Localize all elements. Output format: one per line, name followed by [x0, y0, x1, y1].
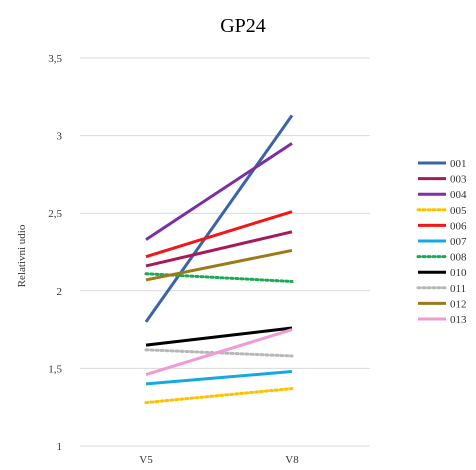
legend-label: 003 — [450, 174, 467, 186]
series-line-005 — [144, 387, 294, 405]
legend-item-004: 004 — [418, 189, 467, 201]
legend-label: 006 — [450, 220, 467, 232]
legend-label: 007 — [450, 236, 467, 248]
series-line-006 — [145, 210, 293, 259]
series-line-012 — [145, 248, 293, 282]
series-line-007 — [145, 370, 293, 386]
legend: 001 003 004 005 006 007 008 010 011 012 013 — [416, 158, 467, 326]
chart-title: GP24 — [220, 15, 266, 37]
legend-item-010: 010 — [418, 267, 467, 279]
y-tick-label: 1,5 — [48, 363, 62, 375]
series-line-010 — [145, 326, 293, 347]
x-tick-label: V5 — [139, 454, 153, 466]
legend-label: 010 — [450, 267, 467, 279]
y-tick-label: 3,5 — [48, 53, 62, 65]
y-tick-label: 3 — [57, 131, 63, 143]
y-tick-labels: 1 1,5 2 2,5 3 3,5 — [48, 53, 62, 453]
legend-item-011: 011 — [416, 283, 466, 295]
series-line-001 — [144, 114, 294, 323]
legend-label: 008 — [450, 252, 467, 264]
x-tick-labels: V5 V8 — [139, 454, 299, 466]
legend-item-006: 006 — [418, 220, 467, 232]
legend-item-013: 013 — [418, 314, 467, 326]
legend-label: 001 — [450, 158, 467, 170]
gridlines — [80, 57, 370, 447]
y-tick-label: 2,5 — [48, 208, 62, 220]
x-tick-label: V8 — [285, 454, 299, 466]
legend-item-012: 012 — [418, 298, 467, 310]
y-axis-label: Relativni udio — [16, 224, 28, 287]
legend-label: 005 — [450, 205, 467, 217]
legend-item-005: 005 — [416, 205, 467, 217]
legend-label: 011 — [450, 283, 466, 295]
y-tick-label: 2 — [57, 286, 63, 298]
series-line-013 — [145, 328, 293, 377]
legend-item-008: 008 — [416, 252, 467, 264]
series-line-004 — [145, 142, 293, 241]
legend-label: 012 — [450, 298, 467, 310]
legend-label: 013 — [450, 314, 467, 326]
legend-label: 004 — [450, 189, 467, 201]
legend-item-003: 003 — [418, 174, 467, 186]
series-lines — [144, 114, 294, 405]
legend-item-001: 001 — [418, 158, 467, 170]
legend-item-007: 007 — [418, 236, 467, 248]
series-line-003 — [145, 230, 293, 268]
y-tick-label: 1 — [57, 441, 63, 453]
